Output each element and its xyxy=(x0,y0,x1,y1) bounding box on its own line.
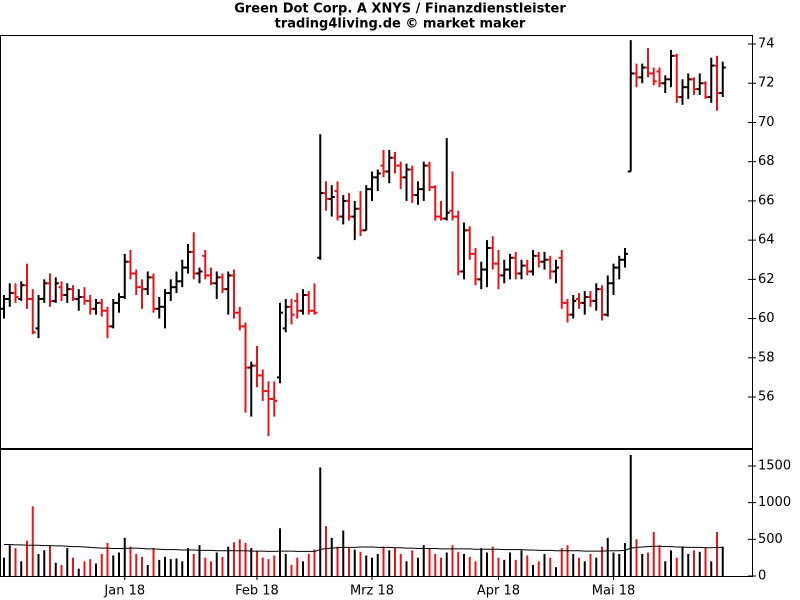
x-tick-label: Jan 18 xyxy=(103,584,145,599)
volume-ma xyxy=(4,543,723,552)
y-tick-label: 70 xyxy=(758,115,775,130)
y-tick-label: 60 xyxy=(758,311,775,326)
y-tick-label: 68 xyxy=(758,154,775,169)
y-tick-label: 74 xyxy=(758,37,775,52)
x-tick-label: Mrz 18 xyxy=(350,584,394,599)
y-tick-label: 62 xyxy=(758,272,775,287)
chart-subtitle: trading4living.de © market maker xyxy=(275,17,526,32)
price-panel xyxy=(0,35,753,449)
y-tick-label: 66 xyxy=(758,193,775,208)
y-tick-label: 58 xyxy=(758,350,775,365)
x-tick-label: Mai 18 xyxy=(592,584,635,599)
chart-title: Green Dot Corp. A XNYS / Finanzdienstlei… xyxy=(234,2,566,17)
volume-y-tick-label: 0 xyxy=(758,569,766,584)
volume-y-tick-label: 500 xyxy=(758,532,783,547)
volume-y-tick-label: 1000 xyxy=(758,495,791,510)
y-tick-label: 56 xyxy=(758,390,775,405)
x-tick-label: Apr 18 xyxy=(477,584,520,599)
x-tick-label: Feb 18 xyxy=(235,584,279,599)
y-tick-label: 64 xyxy=(758,233,775,248)
volume-y-tick-label: 1500 xyxy=(758,458,791,473)
y-tick-label: 72 xyxy=(758,76,775,91)
